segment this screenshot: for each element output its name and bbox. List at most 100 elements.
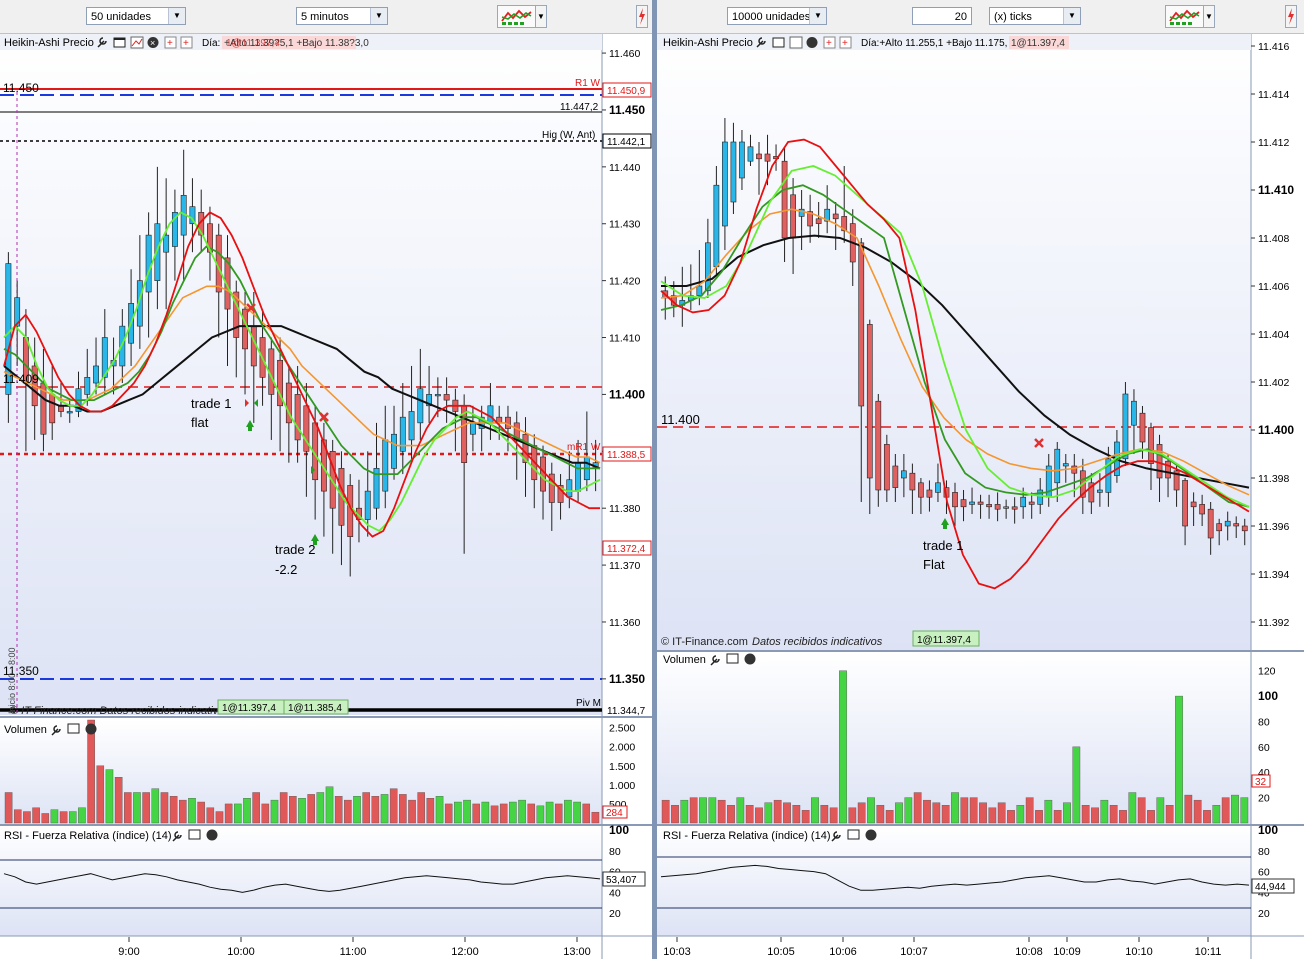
window-icon[interactable] (726, 653, 739, 664)
window-icon[interactable] (772, 37, 785, 48)
candle (417, 388, 424, 424)
candle (557, 485, 564, 503)
close-icon[interactable] (744, 653, 756, 665)
ema-red-line (660, 138, 1250, 590)
indicators-dropdown-right[interactable]: ▼ (1203, 5, 1215, 28)
axis-label: 11.450 (609, 103, 645, 117)
left-edge-button[interactable] (636, 5, 648, 28)
ema-black-line (661, 234, 1250, 489)
volume-bar (215, 811, 224, 824)
volume-bar (1231, 794, 1239, 824)
wrench-icon[interactable] (831, 831, 841, 842)
price-tag-high: 11.442,1 (607, 137, 646, 148)
right-moving-averages (660, 138, 1250, 590)
add-indicator-icon[interactable] (823, 36, 836, 49)
volume-bar (371, 796, 380, 824)
candle (883, 444, 890, 491)
close-icon[interactable] (147, 37, 159, 48)
axis-label: 11.410 (609, 333, 640, 345)
volume-bar (114, 777, 123, 824)
time-label: 11:00 (340, 946, 367, 958)
units-select[interactable]: 50 unidades ▼ (86, 7, 186, 25)
chevron-down-icon: ▼ (370, 8, 387, 24)
volume-bar (68, 811, 77, 824)
volume-axis-label: 100 (1258, 689, 1278, 703)
ema-green-line (3, 245, 600, 476)
right-chart[interactable]: 11.400 trade 1 Flat Heikin-Ashi Precio +… (657, 34, 1304, 959)
volume-bar (745, 805, 754, 824)
volume-bar (298, 798, 306, 824)
wrench-icon[interactable] (172, 831, 182, 842)
exit-marker-icon (254, 399, 258, 407)
candle (866, 324, 873, 479)
volume-bar (325, 786, 334, 824)
candle (66, 411, 73, 414)
price-tag-pivm: 11.344,7 (607, 706, 646, 717)
price-panel-header: Heikin-Ashi Precio + + Día:+Alto 11.255,… (657, 34, 1251, 50)
wrench-icon[interactable] (97, 37, 107, 48)
window-icon[interactable] (67, 723, 80, 734)
right-edge-button[interactable] (1285, 5, 1297, 28)
pane-divider[interactable] (652, 0, 657, 959)
price-tag-low: 11.372,4 (607, 544, 646, 555)
close-icon[interactable] (206, 829, 218, 841)
candle (434, 394, 441, 397)
volume-bar (755, 807, 763, 824)
volume-bar (13, 809, 22, 824)
axis-label: 11.370 (609, 560, 640, 572)
window-icon[interactable] (847, 829, 860, 840)
volume-bar (895, 802, 903, 824)
candle (1199, 504, 1205, 515)
volume-bar (997, 802, 1006, 824)
add-indicator-icon-2[interactable] (839, 36, 852, 49)
axis-label: 11.406 (1258, 281, 1289, 293)
candle (909, 472, 916, 491)
volume-bar (988, 807, 997, 824)
candle (285, 382, 292, 424)
indicators-button[interactable] (497, 5, 537, 28)
add-indicator-icon[interactable] (164, 36, 177, 49)
close-icon[interactable] (85, 723, 97, 735)
wrench-icon[interactable] (756, 37, 766, 48)
units-select-right[interactable]: 10000 unidades ▼ (727, 7, 827, 25)
indicators-button-right[interactable] (1165, 5, 1205, 28)
candle (1156, 444, 1163, 479)
candle (952, 492, 958, 508)
ticks-unit-select[interactable]: (x) ticks ▼ (989, 7, 1081, 25)
ticks-value-input[interactable]: 20 (912, 7, 972, 25)
wrench-icon[interactable] (710, 655, 720, 666)
wrench-icon[interactable] (51, 725, 61, 736)
volume-bar (699, 797, 707, 824)
candle (101, 337, 108, 378)
timeframe-select[interactable]: 5 minutos ▼ (296, 7, 388, 25)
window-icon[interactable] (188, 829, 201, 840)
chart-small-icon[interactable] (789, 36, 803, 49)
rsi-panel-header: RSI - Fuerza Relativa (índice) (14) (4, 829, 218, 842)
indicators-dropdown[interactable]: ▼ (535, 5, 547, 28)
volume-bar (1212, 805, 1221, 824)
left-time-axis: 9:00 10:00 11:00 12:00 13:00 (118, 937, 591, 958)
add-indicator-icon-2[interactable] (180, 36, 193, 49)
axis-label: 11.350 (609, 672, 645, 686)
left-price-axis[interactable]: 11.460 11.450 11.440 11.430 11.420 11.410 11.4… (602, 48, 645, 686)
volume-bar (344, 799, 352, 824)
rsi-axis-label: 80 (609, 846, 621, 858)
candle (163, 234, 170, 253)
price-panel-bg (657, 34, 1251, 650)
close-icon[interactable] (806, 37, 818, 48)
volume-bar (4, 792, 13, 824)
svg-text:+: + (167, 38, 173, 49)
right-rsi-line (660, 864, 1250, 891)
volume-bar (518, 799, 526, 824)
volume-title: Volumen (663, 654, 706, 666)
right-volume-axis: 120 100 80 60 40 20 (1258, 666, 1278, 805)
left-volume-bars (4, 719, 600, 824)
left-chart[interactable]: 11.450 11.409 11.350 R1 W Hig (W, Ant) m… (0, 34, 652, 959)
right-price-axis[interactable]: 11.416 11.414 11.412 11.410 11.408 11.406 11.4… (1251, 41, 1294, 629)
high-week-label: Hig (W, Ant) (542, 130, 595, 141)
candle (119, 325, 126, 367)
volume-bar (188, 798, 196, 824)
close-icon[interactable] (865, 829, 877, 841)
rsi-last-value: 44,944 (1255, 882, 1286, 893)
